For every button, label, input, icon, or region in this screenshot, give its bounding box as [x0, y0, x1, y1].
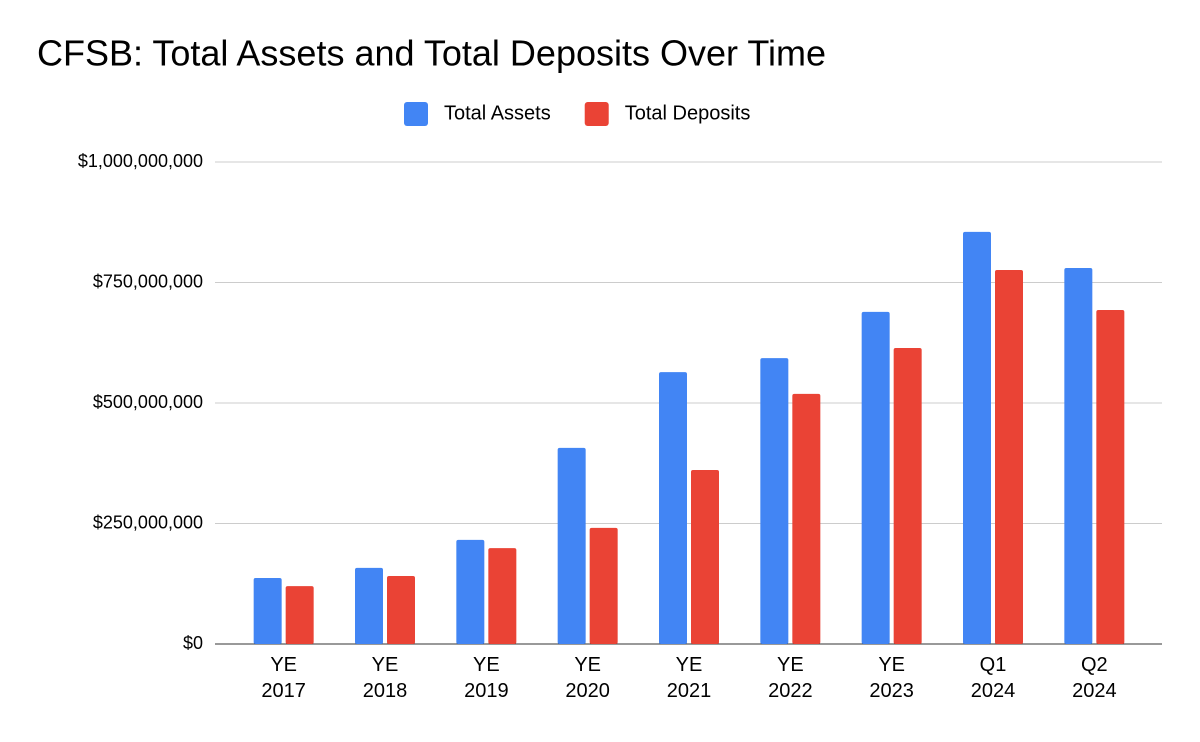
x-tick-label: YE 2019: [464, 654, 509, 702]
bar: [760, 358, 789, 644]
x-tick-label: YE 2022: [768, 654, 813, 702]
x-tick-label: YE 2023: [869, 654, 914, 702]
legend-label: Total Deposits: [625, 102, 751, 124]
bar: [557, 447, 586, 644]
legend-swatch: [404, 102, 428, 126]
legend-swatch: [584, 102, 609, 126]
bar: [589, 527, 618, 644]
bar: [285, 586, 314, 644]
y-tick-label: $0: [183, 633, 203, 653]
bar: [963, 231, 991, 644]
bar: [792, 393, 821, 644]
bar: [1096, 309, 1125, 644]
y-tick-label: $250,000,000: [93, 512, 203, 532]
x-tick-label: YE 2017: [261, 654, 306, 702]
bar: [253, 577, 282, 644]
y-tick-label: $500,000,000: [93, 392, 203, 412]
bar: [1064, 268, 1093, 644]
y-tick-label: $750,000,000: [93, 271, 203, 291]
x-tick-label: YE 2021: [667, 654, 712, 702]
bar: [691, 469, 719, 644]
x-tick-label: Q2 2024: [1072, 654, 1117, 702]
bar: [861, 311, 890, 644]
y-tick-label: $1,000,000,000: [78, 151, 203, 171]
bar: [659, 372, 687, 644]
bar: [387, 576, 415, 644]
bar: [893, 348, 922, 644]
x-tick-label: Q1 2024: [971, 654, 1016, 702]
x-tick-label: YE 2018: [363, 654, 408, 702]
bar: [995, 269, 1023, 644]
bar: [355, 567, 383, 644]
bar: [488, 548, 517, 644]
legend-label: Total Assets: [444, 102, 551, 124]
chart-title: CFSB: Total Assets and Total Deposits Ov…: [37, 33, 826, 74]
bar: [456, 539, 485, 644]
x-tick-label: YE 2020: [565, 654, 610, 702]
